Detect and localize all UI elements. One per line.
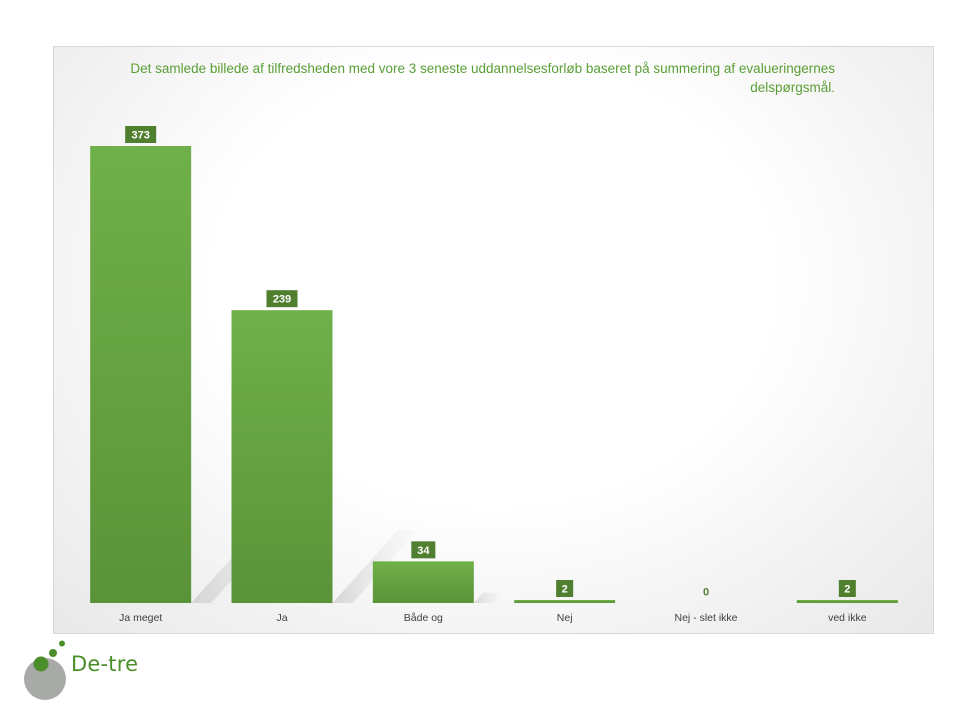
- logo-text: De-tre: [71, 652, 139, 676]
- data-label-bg: [838, 580, 856, 597]
- data-labels-group: 373 239 34 2 0 2: [125, 126, 856, 599]
- bar-nej: [514, 600, 616, 603]
- data-label: 34: [411, 541, 436, 559]
- data-label-bg: [411, 541, 436, 559]
- data-label-bg: [266, 290, 298, 308]
- data-label-bg: [556, 580, 574, 597]
- data-label-text: 373: [131, 130, 149, 142]
- x-tick-label: Nej: [557, 612, 573, 624]
- data-label: 0: [703, 587, 709, 599]
- data-label-bg: [125, 126, 157, 143]
- bar-shadow: [473, 592, 504, 603]
- chart-title: Det samlede billede af tilfredsheden med…: [130, 61, 835, 95]
- x-tick-label: Ja meget: [119, 612, 162, 624]
- bar-ja: [231, 310, 333, 603]
- data-label-text: 34: [417, 545, 430, 557]
- x-tick-label: Nej - slet ikke: [674, 612, 737, 624]
- bar-både-og: [372, 561, 474, 603]
- logo-mark-icon: [24, 640, 66, 700]
- data-label: 2: [838, 580, 856, 597]
- data-label: 2: [556, 580, 574, 597]
- data-label-text: 2: [844, 584, 850, 596]
- x-tick-label: Ja: [276, 612, 287, 624]
- data-label-text: 239: [273, 294, 291, 306]
- x-tick-label: ved ikke: [828, 612, 867, 624]
- bars-group: [90, 146, 898, 603]
- data-label-text: 0: [703, 587, 709, 599]
- x-tick-labels-group: Ja meget Ja Både og Nej Nej - slet ikke ved i…: [119, 612, 867, 624]
- bar-ja-meget: [90, 146, 192, 603]
- bar-ved-ikke: [796, 600, 898, 603]
- chart-frame: [53, 46, 934, 634]
- data-label: 373: [125, 126, 157, 143]
- data-label: 239: [266, 290, 298, 308]
- x-tick-label: Både og: [404, 612, 443, 624]
- data-label-text: 2: [562, 584, 568, 596]
